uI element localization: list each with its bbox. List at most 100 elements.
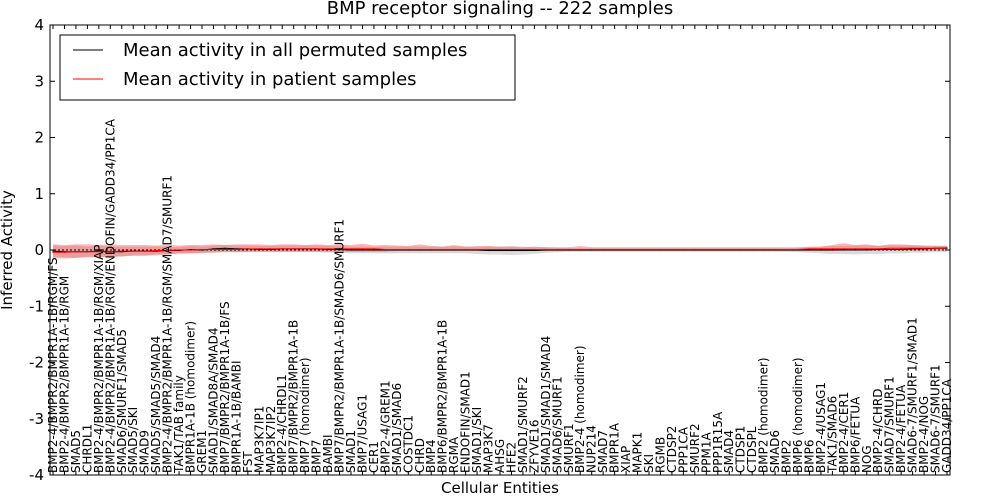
x-tick-label: NOG xyxy=(860,445,874,473)
data-point-series-2 xyxy=(86,251,88,253)
data-point-series-2 xyxy=(556,248,558,251)
data-point-series-2 xyxy=(178,249,180,251)
data-point-series-2 xyxy=(522,248,524,251)
data-point-series-2 xyxy=(808,248,811,250)
data-point-series-2 xyxy=(740,248,742,251)
x-tick-label: COSTDC1 xyxy=(401,415,415,473)
data-point-series-2 xyxy=(476,248,478,251)
x-tick-label: SMAD6/SMURF1 xyxy=(550,376,564,473)
x-tick-label: BMP2 (homodimer) xyxy=(757,357,771,473)
x-tick-label: PPM1A xyxy=(699,432,713,473)
data-point-series-2 xyxy=(109,251,111,253)
x-tick-label: BMP7/BMPR2/BMPR1A-1B/SMAD6/SMURF1 xyxy=(333,219,347,473)
data-point-series-2 xyxy=(121,250,123,252)
x-tick-label: SMURF2 xyxy=(688,423,702,473)
data-point-series-2 xyxy=(533,248,535,251)
x-tick-label: BMP6 xyxy=(802,440,816,473)
data-point-series-2 xyxy=(785,248,788,251)
x-tick-label: BMP7/USAG1 xyxy=(355,394,369,473)
x-tick-label: BMP4 xyxy=(424,440,438,473)
x-tick-label: AHSG xyxy=(493,439,507,473)
data-point-series-2 xyxy=(396,248,398,251)
x-tick-label: BMP2-4 (homodimer) xyxy=(573,345,587,473)
data-point-series-2 xyxy=(705,248,707,251)
x-tick-label: BMP2-4/NOG xyxy=(917,396,931,473)
x-tick-label: SMAD1/SMAD8A/SMAD4 xyxy=(206,328,220,473)
confidence-band-series-1 xyxy=(53,244,947,258)
data-point-series-2 xyxy=(350,248,352,250)
data-point-series-2 xyxy=(132,250,134,252)
x-tick-label: TAK1/TAB family xyxy=(172,375,186,474)
x-tick-label: SMAD6-7/SMURF1 xyxy=(929,364,943,473)
data-point-series-2 xyxy=(201,248,203,251)
data-point-series-2 xyxy=(430,248,432,251)
data-point-series-1 xyxy=(889,248,891,251)
x-tick-label: BMP2-4/CER1 xyxy=(837,392,851,473)
data-point-series-1 xyxy=(487,249,490,252)
data-point-series-2 xyxy=(281,248,283,250)
x-tick-label: CTDSP1 xyxy=(734,426,748,473)
data-point-series-2 xyxy=(304,248,306,250)
x-tick-label: BMP2-4/USAG1 xyxy=(814,382,828,473)
x-tick-label: CTDSPL xyxy=(745,426,759,473)
x-tick-label: BMP6 (homodimer) xyxy=(791,357,805,473)
x-tick-label: MAP3K7 xyxy=(482,424,496,473)
y-axis-label: Inferred Activity xyxy=(0,190,16,310)
data-point-series-1 xyxy=(373,249,375,251)
data-point-series-2 xyxy=(648,248,650,251)
data-point-series-1 xyxy=(866,249,868,251)
x-tick-label: BMPR1A-1B/BAMBI xyxy=(229,360,243,473)
data-point-series-2 xyxy=(270,248,272,250)
data-point-series-2 xyxy=(831,248,833,250)
x-tick-label: BMP7/BMPR2/BMPR1A-1B/FS xyxy=(218,301,232,473)
data-point-series-2 xyxy=(717,248,719,251)
x-tick-label: TAK1/SMAD6 xyxy=(825,396,839,474)
data-point-series-2 xyxy=(361,248,364,250)
data-point-series-2 xyxy=(338,248,341,250)
data-point-series-2 xyxy=(465,248,467,251)
x-tick-label: BMP2-4/GREM1 xyxy=(378,380,392,473)
x-tick-label: BMP2-4/CHRDL1 xyxy=(275,374,289,473)
x-tick-label: SKI xyxy=(642,454,656,473)
legend-label-patient: Mean activity in patient samples xyxy=(123,69,417,90)
x-tick-label: HFE2 xyxy=(504,442,518,473)
x-tick-label: CER1 xyxy=(367,441,381,473)
data-point-series-1 xyxy=(510,249,513,252)
data-point-series-2 xyxy=(671,248,673,251)
y-tick-label: 2 xyxy=(34,129,44,147)
data-point-series-2 xyxy=(877,248,879,250)
data-point-series-2 xyxy=(224,248,226,251)
x-tick-label: PPP1R15A xyxy=(711,411,725,473)
data-point-series-2 xyxy=(854,248,856,250)
data-point-series-2 xyxy=(63,251,66,253)
data-point-series-2 xyxy=(453,248,455,251)
x-tick-label: GADD34/PP1CA xyxy=(940,378,954,473)
data-point-series-2 xyxy=(407,248,409,251)
x-tick-label: BMPR1A xyxy=(608,422,622,473)
data-point-series-1 xyxy=(499,249,501,252)
x-tick-label: CTDSP2 xyxy=(665,426,679,473)
x-tick-label: SMAD1/SMAD1/SMAD4 xyxy=(539,336,553,473)
x-tick-label: XIAP xyxy=(619,446,633,473)
y-tick-label: -2 xyxy=(29,354,44,372)
data-point-series-1 xyxy=(361,249,364,251)
x-tick-label: BMP2-4/CHRD xyxy=(871,389,885,473)
legend-label-permuted: Mean activity in all permuted samples xyxy=(123,40,467,61)
data-point-series-1 xyxy=(843,249,845,251)
y-tick-label: 0 xyxy=(34,241,44,259)
x-tick-label: ZFYVE16 xyxy=(527,419,541,473)
data-point-series-1 xyxy=(900,248,902,251)
x-tick-label: ENDOFIN/SMAD1 xyxy=(459,371,473,473)
data-point-series-2 xyxy=(52,251,54,253)
x-tick-label: SMURF1 xyxy=(562,423,576,473)
data-point-series-1 xyxy=(533,249,535,252)
data-point-series-2 xyxy=(373,248,375,250)
data-point-series-2 xyxy=(442,248,444,251)
y-tick-label: 3 xyxy=(34,72,44,90)
x-tick-label: SMAD6 xyxy=(768,430,782,473)
data-point-series-2 xyxy=(384,248,386,251)
data-point-series-2 xyxy=(235,248,237,251)
x-tick-label: BAMBI xyxy=(321,434,335,473)
x-tick-label: MAP3K7IP1 xyxy=(252,406,266,473)
x-tick-label: BMP2-4/FETUA xyxy=(894,384,908,473)
